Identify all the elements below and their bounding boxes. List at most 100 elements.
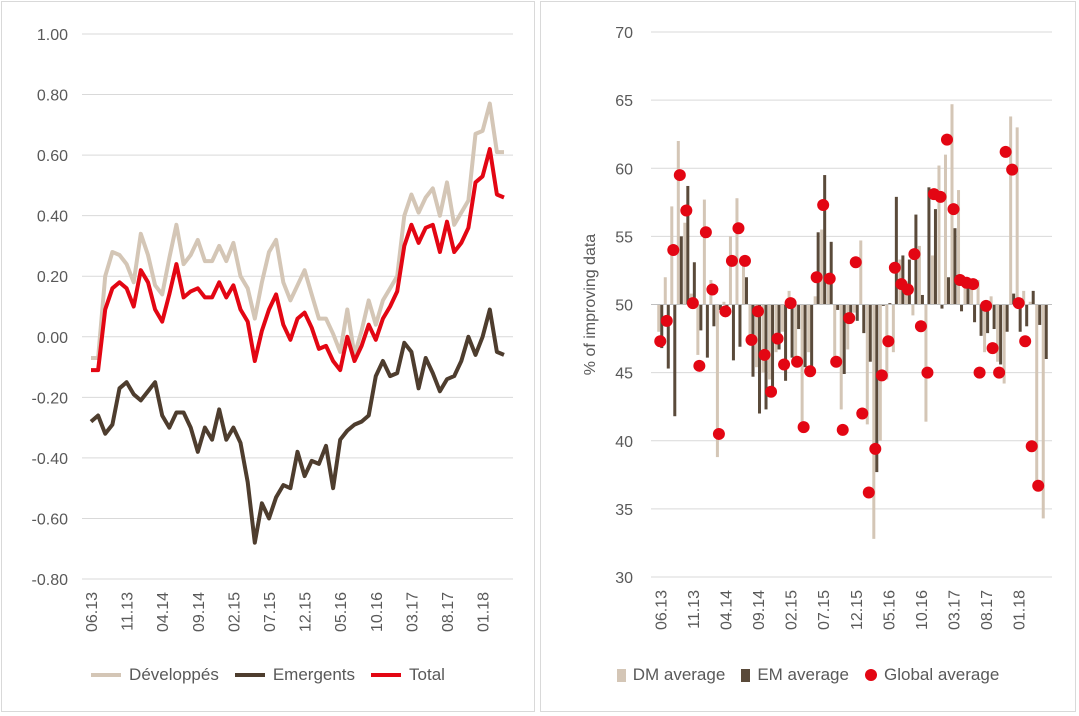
point-global-average: [758, 348, 771, 361]
point-global-average: [830, 355, 843, 368]
bar-em-average: [816, 232, 820, 305]
point-global-average: [947, 203, 960, 216]
point-global-average: [921, 366, 934, 379]
bar-dm-average: [996, 304, 1000, 362]
bar-dm-average: [976, 279, 980, 305]
point-global-average: [810, 271, 823, 284]
bar-dm-average: [676, 141, 680, 305]
bar-dm-average: [715, 304, 719, 458]
x-tick-label: 09.14: [751, 590, 768, 630]
bar-dm-average: [970, 284, 974, 305]
legend-item-developpes: Développés: [91, 665, 219, 685]
y-tick-label: 0.80: [37, 88, 68, 105]
bar-em-average: [953, 228, 957, 305]
y-tick-label: 50: [615, 298, 633, 315]
bar-em-average: [979, 304, 983, 336]
line-chart-legend: Développés Emergents Total: [2, 665, 534, 685]
y-tick-label: -0.40: [32, 451, 69, 468]
bar-em-average: [738, 304, 742, 347]
bar-dm-average: [1041, 304, 1045, 519]
y-tick-label: -0.20: [32, 390, 69, 407]
bar-dm-average: [755, 304, 759, 368]
y-tick-label: 0.60: [37, 148, 68, 165]
y-tick-label: 0.00: [37, 330, 68, 347]
x-tick-label: 05.16: [333, 592, 350, 632]
bar-em-average: [973, 304, 977, 323]
bar-em-average: [1012, 293, 1016, 305]
legend-swatch-em-average: [741, 668, 751, 682]
point-global-average: [765, 385, 778, 398]
point-global-average: [778, 358, 791, 371]
y-tick-label: 60: [615, 161, 633, 178]
bar-dm-average: [1015, 127, 1019, 305]
bar-em-average: [1018, 304, 1022, 332]
legend-swatch-emergents: [234, 673, 265, 677]
x-tick-label: 04.14: [155, 592, 172, 632]
point-global-average: [686, 297, 699, 310]
bar-dm-average: [728, 236, 732, 305]
legend-label-global-average: Global average: [883, 665, 1000, 684]
bar-dm-average: [943, 154, 947, 305]
bar-em-average: [744, 277, 748, 305]
bar-em-average: [810, 304, 814, 372]
bar-em-average: [875, 304, 879, 473]
bar-dm-average: [813, 296, 817, 305]
x-tick-label: 02.15: [226, 592, 243, 632]
point-global-average: [901, 283, 914, 296]
point-global-average: [1012, 297, 1025, 310]
point-global-average: [660, 314, 673, 327]
x-tick-label: 03.17: [404, 592, 421, 632]
point-global-average: [732, 222, 745, 235]
y-tick-label: 35: [615, 502, 633, 519]
point-global-average: [667, 244, 680, 256]
point-global-average: [719, 305, 732, 318]
bar-dm-average: [839, 304, 843, 410]
point-global-average: [967, 278, 980, 291]
bar-dm-average: [963, 282, 967, 305]
bar-dm-average: [852, 304, 856, 313]
point-global-average: [738, 254, 751, 267]
y-tick-label: 0.20: [37, 269, 68, 286]
point-global-average: [706, 283, 719, 296]
bar-dm-average: [663, 277, 667, 305]
bar-dm-average: [761, 304, 765, 373]
point-global-average: [712, 427, 725, 440]
bar-em-average: [666, 304, 670, 369]
point-global-average: [673, 169, 686, 182]
bar-dm-average: [1022, 290, 1026, 305]
bar-dm-average: [989, 296, 993, 305]
legend-item-global-average: Global average: [864, 665, 1000, 685]
bar-chart: 70 65 60 55 50 45 40 35 30 % of improving data 06.…: [582, 25, 1052, 630]
bar-em-average: [660, 304, 664, 349]
bar-em-average: [907, 259, 911, 305]
bar-em-average: [966, 285, 970, 305]
y-tick-label: 0.40: [37, 209, 68, 226]
bar-dm-average: [833, 304, 837, 362]
bar-em-average: [920, 294, 924, 305]
legend-label-em-average: EM average: [757, 665, 849, 684]
bar-em-average: [686, 185, 690, 305]
bar-dm-average: [930, 255, 934, 305]
y-tick-label: 45: [615, 366, 633, 383]
legend-item-total: Total: [371, 665, 445, 685]
point-global-average: [1019, 335, 1032, 348]
legend-swatch-dm-average: [616, 668, 626, 682]
point-global-average: [784, 297, 797, 310]
y-tick-label: 65: [615, 93, 633, 110]
legend-swatch-developpes: [91, 673, 122, 677]
legend-label-emergents: Emergents: [272, 665, 356, 684]
x-tick-label: 06.13: [653, 590, 670, 630]
bar-dm-average: [957, 190, 961, 305]
bar-em-average: [784, 304, 788, 381]
line-chart: 1.00 0.80 0.60 0.40 0.20 0.00 -0.20 -0.40 -0.60 -…: [32, 27, 513, 632]
bar-em-average: [777, 304, 781, 350]
point-global-average: [745, 333, 758, 346]
bar-em-average: [1005, 304, 1009, 332]
x-tick-label: 10.16: [914, 590, 931, 630]
y-tick-label: 40: [615, 434, 633, 451]
bar-dm-average: [846, 304, 850, 350]
x-tick-label: 03.17: [947, 590, 964, 630]
bar-em-average: [803, 304, 807, 368]
point-global-average: [791, 355, 804, 368]
x-tick-label: 10.16: [369, 592, 386, 632]
